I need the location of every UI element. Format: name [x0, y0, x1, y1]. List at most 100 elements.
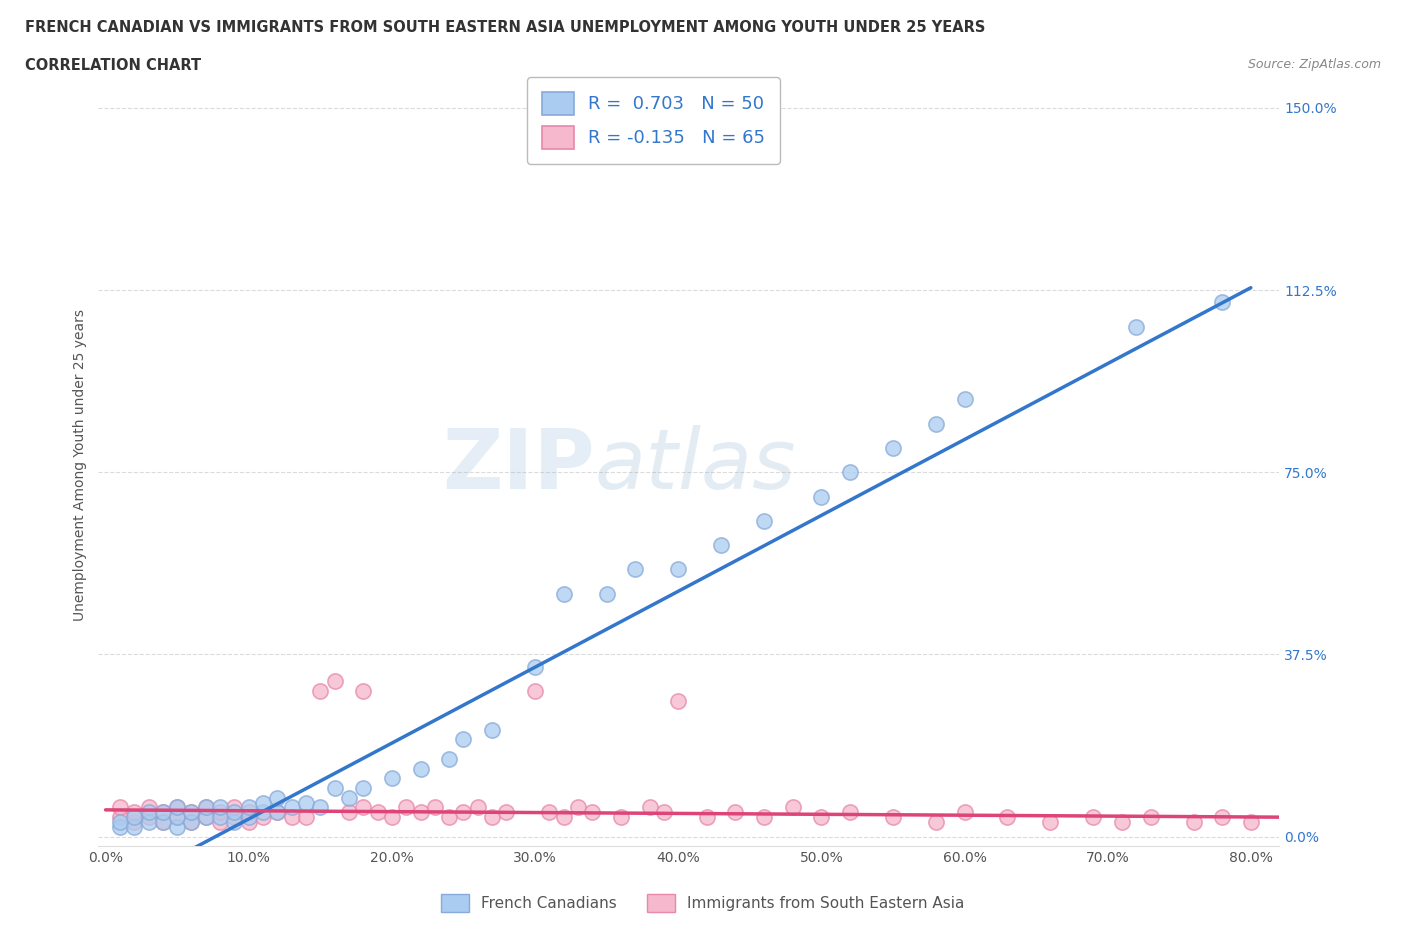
Point: [524, 659, 547, 674]
Point: [467, 800, 489, 815]
Point: [581, 804, 603, 819]
Point: [1211, 810, 1233, 825]
Point: [238, 800, 260, 815]
Point: [252, 795, 274, 810]
Point: [367, 804, 389, 819]
Point: [194, 800, 217, 815]
Point: [180, 815, 202, 830]
Point: [138, 804, 160, 819]
Point: [180, 804, 202, 819]
Point: [252, 804, 274, 819]
Point: [953, 392, 976, 406]
Point: [309, 800, 332, 815]
Point: [209, 815, 232, 830]
Point: [209, 810, 232, 825]
Point: [839, 804, 862, 819]
Point: [1139, 810, 1161, 825]
Point: [152, 815, 174, 830]
Point: [309, 684, 332, 698]
Point: [266, 804, 288, 819]
Point: [381, 771, 404, 786]
Text: atlas: atlas: [595, 424, 796, 506]
Point: [553, 586, 575, 601]
Point: [138, 810, 160, 825]
Point: [395, 800, 418, 815]
Legend: French Canadians, Immigrants from South Eastern Asia: French Canadians, Immigrants from South …: [436, 888, 970, 918]
Point: [266, 804, 288, 819]
Point: [352, 800, 374, 815]
Point: [323, 673, 346, 688]
Point: [1211, 295, 1233, 310]
Point: [238, 804, 260, 819]
Point: [337, 790, 360, 805]
Point: [495, 804, 517, 819]
Point: [224, 800, 246, 815]
Point: [782, 800, 804, 815]
Point: [724, 804, 747, 819]
Point: [453, 732, 475, 747]
Point: [122, 804, 145, 819]
Point: [238, 810, 260, 825]
Point: [710, 538, 733, 552]
Point: [238, 815, 260, 830]
Point: [152, 804, 174, 819]
Point: [138, 800, 160, 815]
Point: [538, 804, 561, 819]
Point: [337, 804, 360, 819]
Point: [224, 810, 246, 825]
Point: [839, 465, 862, 480]
Point: [180, 804, 202, 819]
Point: [624, 562, 647, 577]
Point: [295, 810, 318, 825]
Point: [1182, 815, 1205, 830]
Point: [252, 810, 274, 825]
Point: [108, 810, 131, 825]
Text: Source: ZipAtlas.com: Source: ZipAtlas.com: [1247, 58, 1381, 71]
Point: [194, 800, 217, 815]
Text: ZIP: ZIP: [441, 424, 595, 506]
Point: [166, 819, 188, 834]
Point: [166, 810, 188, 825]
Point: [295, 795, 318, 810]
Point: [152, 815, 174, 830]
Point: [437, 751, 460, 766]
Point: [752, 513, 775, 528]
Point: [453, 804, 475, 819]
Point: [224, 804, 246, 819]
Point: [152, 804, 174, 819]
Point: [1083, 810, 1105, 825]
Point: [481, 723, 503, 737]
Point: [209, 804, 232, 819]
Point: [595, 586, 617, 601]
Point: [194, 810, 217, 825]
Point: [209, 800, 232, 815]
Point: [409, 761, 432, 776]
Point: [352, 780, 374, 795]
Point: [108, 815, 131, 830]
Point: [666, 693, 689, 708]
Text: CORRELATION CHART: CORRELATION CHART: [25, 58, 201, 73]
Point: [610, 810, 633, 825]
Point: [666, 562, 689, 577]
Point: [882, 441, 904, 456]
Point: [696, 810, 718, 825]
Point: [567, 800, 589, 815]
Point: [423, 800, 446, 815]
Point: [122, 819, 145, 834]
Point: [925, 417, 948, 432]
Point: [323, 780, 346, 795]
Point: [481, 810, 503, 825]
Point: [810, 810, 832, 825]
Point: [166, 800, 188, 815]
Point: [1125, 319, 1147, 334]
Point: [810, 489, 832, 504]
Legend: R =  0.703   N = 50, R = -0.135   N = 65: R = 0.703 N = 50, R = -0.135 N = 65: [527, 77, 780, 164]
Point: [409, 804, 432, 819]
Point: [997, 810, 1019, 825]
Point: [224, 815, 246, 830]
Point: [1240, 815, 1263, 830]
Point: [180, 815, 202, 830]
Point: [166, 800, 188, 815]
Point: [953, 804, 976, 819]
Y-axis label: Unemployment Among Youth under 25 years: Unemployment Among Youth under 25 years: [73, 309, 87, 621]
